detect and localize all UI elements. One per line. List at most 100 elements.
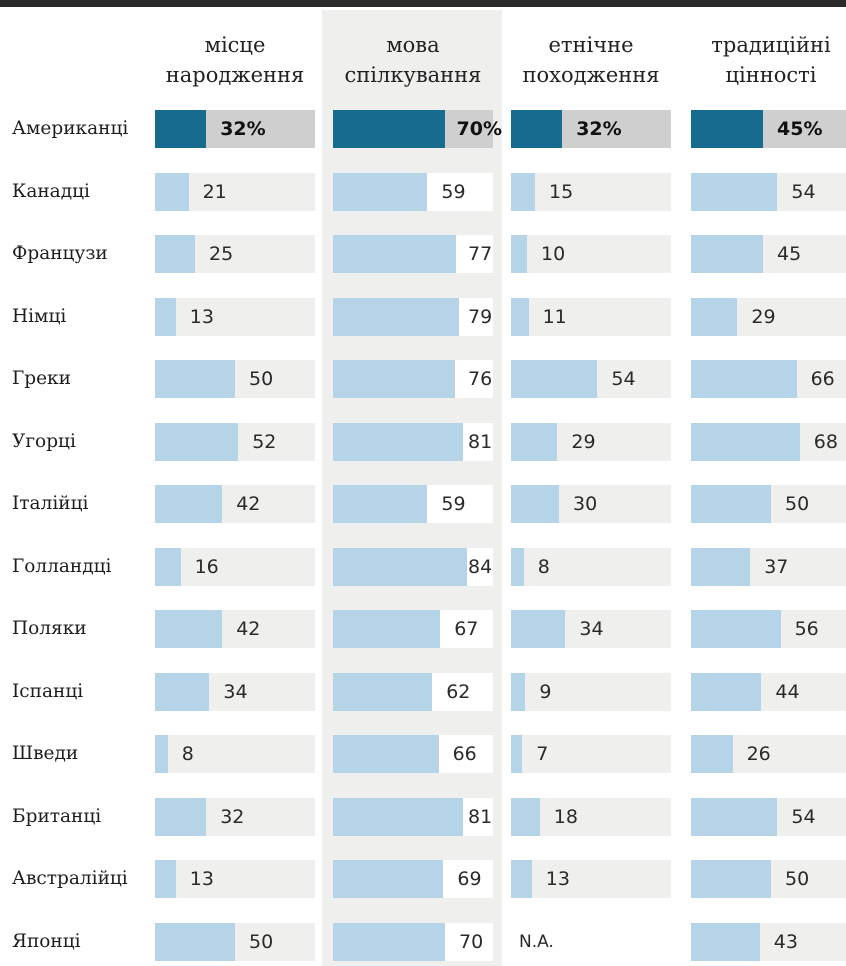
data-label: 50: [785, 493, 810, 515]
bar-track: 79: [333, 297, 493, 336]
bar-track: 32%: [155, 110, 315, 148]
bar-track: 50: [155, 360, 315, 398]
bar: [511, 860, 532, 898]
bar-track: 30: [511, 485, 671, 523]
row-label: Шведи: [12, 743, 79, 764]
bar-track: 42: [155, 610, 315, 648]
data-label: 8: [537, 555, 550, 578]
bar-track: 16: [155, 547, 315, 586]
bar: [691, 797, 778, 836]
bar: [691, 672, 762, 711]
bar-track: 42: [155, 485, 315, 523]
data-label: 26: [746, 743, 771, 765]
bar-track: 67: [333, 610, 493, 648]
bar-track: 66: [333, 735, 493, 773]
data-label: 44: [775, 680, 800, 703]
bar: [511, 235, 527, 273]
bar-track: 54: [511, 360, 671, 398]
row-label: Поляки: [12, 618, 87, 639]
data-label: 50: [785, 868, 810, 890]
column-header-0: місце народження: [165, 33, 305, 87]
column-header-3: традиційні цінності: [711, 33, 831, 87]
bar-track: 29: [691, 297, 846, 336]
bar: [511, 735, 523, 773]
data-label: 34: [579, 618, 604, 640]
bar-track: 29: [511, 422, 671, 461]
data-label: 25: [209, 243, 234, 265]
bar-track: 77: [333, 235, 493, 273]
data-label: 54: [611, 368, 636, 390]
bar-track: 76: [333, 360, 493, 398]
data-label: 43: [773, 930, 798, 953]
bar: [511, 110, 563, 148]
data-label: 79: [468, 305, 493, 328]
bar: [155, 297, 176, 336]
bar-track: 54: [691, 172, 846, 211]
bar: [511, 485, 559, 523]
bar-track: 50: [155, 922, 315, 961]
bar-track: 70%: [333, 110, 502, 148]
bar-track: 84: [333, 547, 493, 586]
bar: [511, 610, 566, 648]
data-label: 7: [536, 743, 549, 765]
bar: [691, 110, 763, 148]
row-label: Австралійці: [12, 868, 128, 889]
bar: [155, 672, 210, 711]
bar: [155, 485, 223, 523]
bar-track: 13: [155, 297, 315, 336]
row-label: Французи: [12, 243, 108, 264]
data-label: 29: [571, 430, 596, 453]
row-label: Угорці: [12, 430, 76, 452]
row-label: Канадці: [12, 180, 90, 202]
bar-track: 26: [691, 735, 846, 773]
bar-track: 9: [511, 672, 671, 711]
data-label: 81: [468, 805, 493, 828]
bar: [691, 485, 771, 523]
bar-track: 18: [511, 797, 671, 836]
bar-track: 43: [691, 922, 846, 961]
bar: [333, 797, 463, 836]
top-title-strip: [0, 0, 846, 7]
data-label: 45%: [777, 118, 823, 140]
bar: [511, 172, 535, 211]
bar: [155, 735, 168, 773]
bar: [155, 110, 207, 148]
bar: [155, 610, 223, 648]
bar: [333, 360, 455, 398]
data-label: 54: [791, 805, 816, 828]
bar: [511, 672, 526, 711]
bar-track: 34: [511, 610, 671, 648]
bar-track: 13: [511, 860, 671, 898]
row-label: Італійці: [12, 493, 89, 514]
data-label: 70: [459, 930, 484, 953]
bar: [333, 297, 460, 336]
data-label: 42: [236, 618, 261, 640]
data-label: 50: [249, 930, 274, 953]
data-label: 13: [189, 305, 214, 328]
bar-track: 21: [155, 172, 315, 211]
bar-track: 15: [511, 172, 671, 211]
data-label: 67: [454, 618, 479, 640]
data-label: 34: [223, 680, 248, 703]
bar: [691, 547, 751, 586]
row-label: Греки: [12, 368, 71, 389]
data-label: 10: [541, 243, 566, 265]
bar: [333, 672, 433, 711]
bar-track: 32%: [511, 110, 671, 148]
data-label: 59: [441, 180, 466, 203]
bar: [511, 797, 540, 836]
data-label: 76: [468, 368, 493, 390]
data-label: 37: [764, 555, 789, 578]
data-label: 11: [542, 305, 567, 328]
bar-track: 62: [333, 672, 493, 711]
row-label: Голландці: [12, 555, 112, 577]
data-label: 32%: [220, 118, 266, 140]
bar-track: 81: [333, 797, 493, 836]
row-label: Німці: [12, 305, 67, 327]
bar: [511, 360, 598, 398]
bar-track: 10: [511, 235, 671, 273]
bar-track: 50: [691, 485, 846, 523]
bar-track: 7: [511, 735, 671, 773]
bar: [333, 422, 463, 461]
data-label: 45: [777, 243, 802, 265]
